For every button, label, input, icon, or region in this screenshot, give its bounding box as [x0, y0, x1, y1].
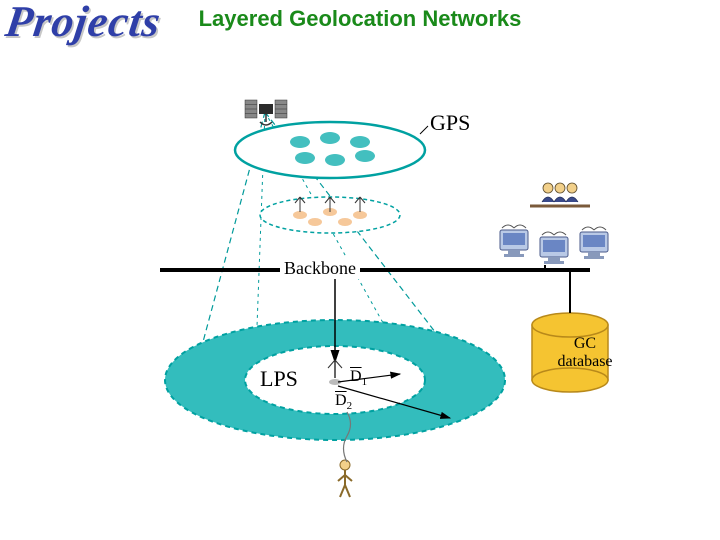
- d2-label: D2: [335, 392, 352, 412]
- diagram-svg: [150, 70, 690, 530]
- lps-label: LPS: [260, 366, 298, 392]
- d1-label: D1: [350, 368, 367, 388]
- geolocation-diagram: GPS Backbone LPS D1 D2 GC database: [150, 70, 690, 530]
- gc-database-label: GC database: [555, 335, 615, 370]
- gps-label: GPS: [430, 110, 470, 136]
- backbone-label: Backbone: [280, 258, 360, 279]
- page-title: Layered Geolocation Networks: [0, 6, 720, 32]
